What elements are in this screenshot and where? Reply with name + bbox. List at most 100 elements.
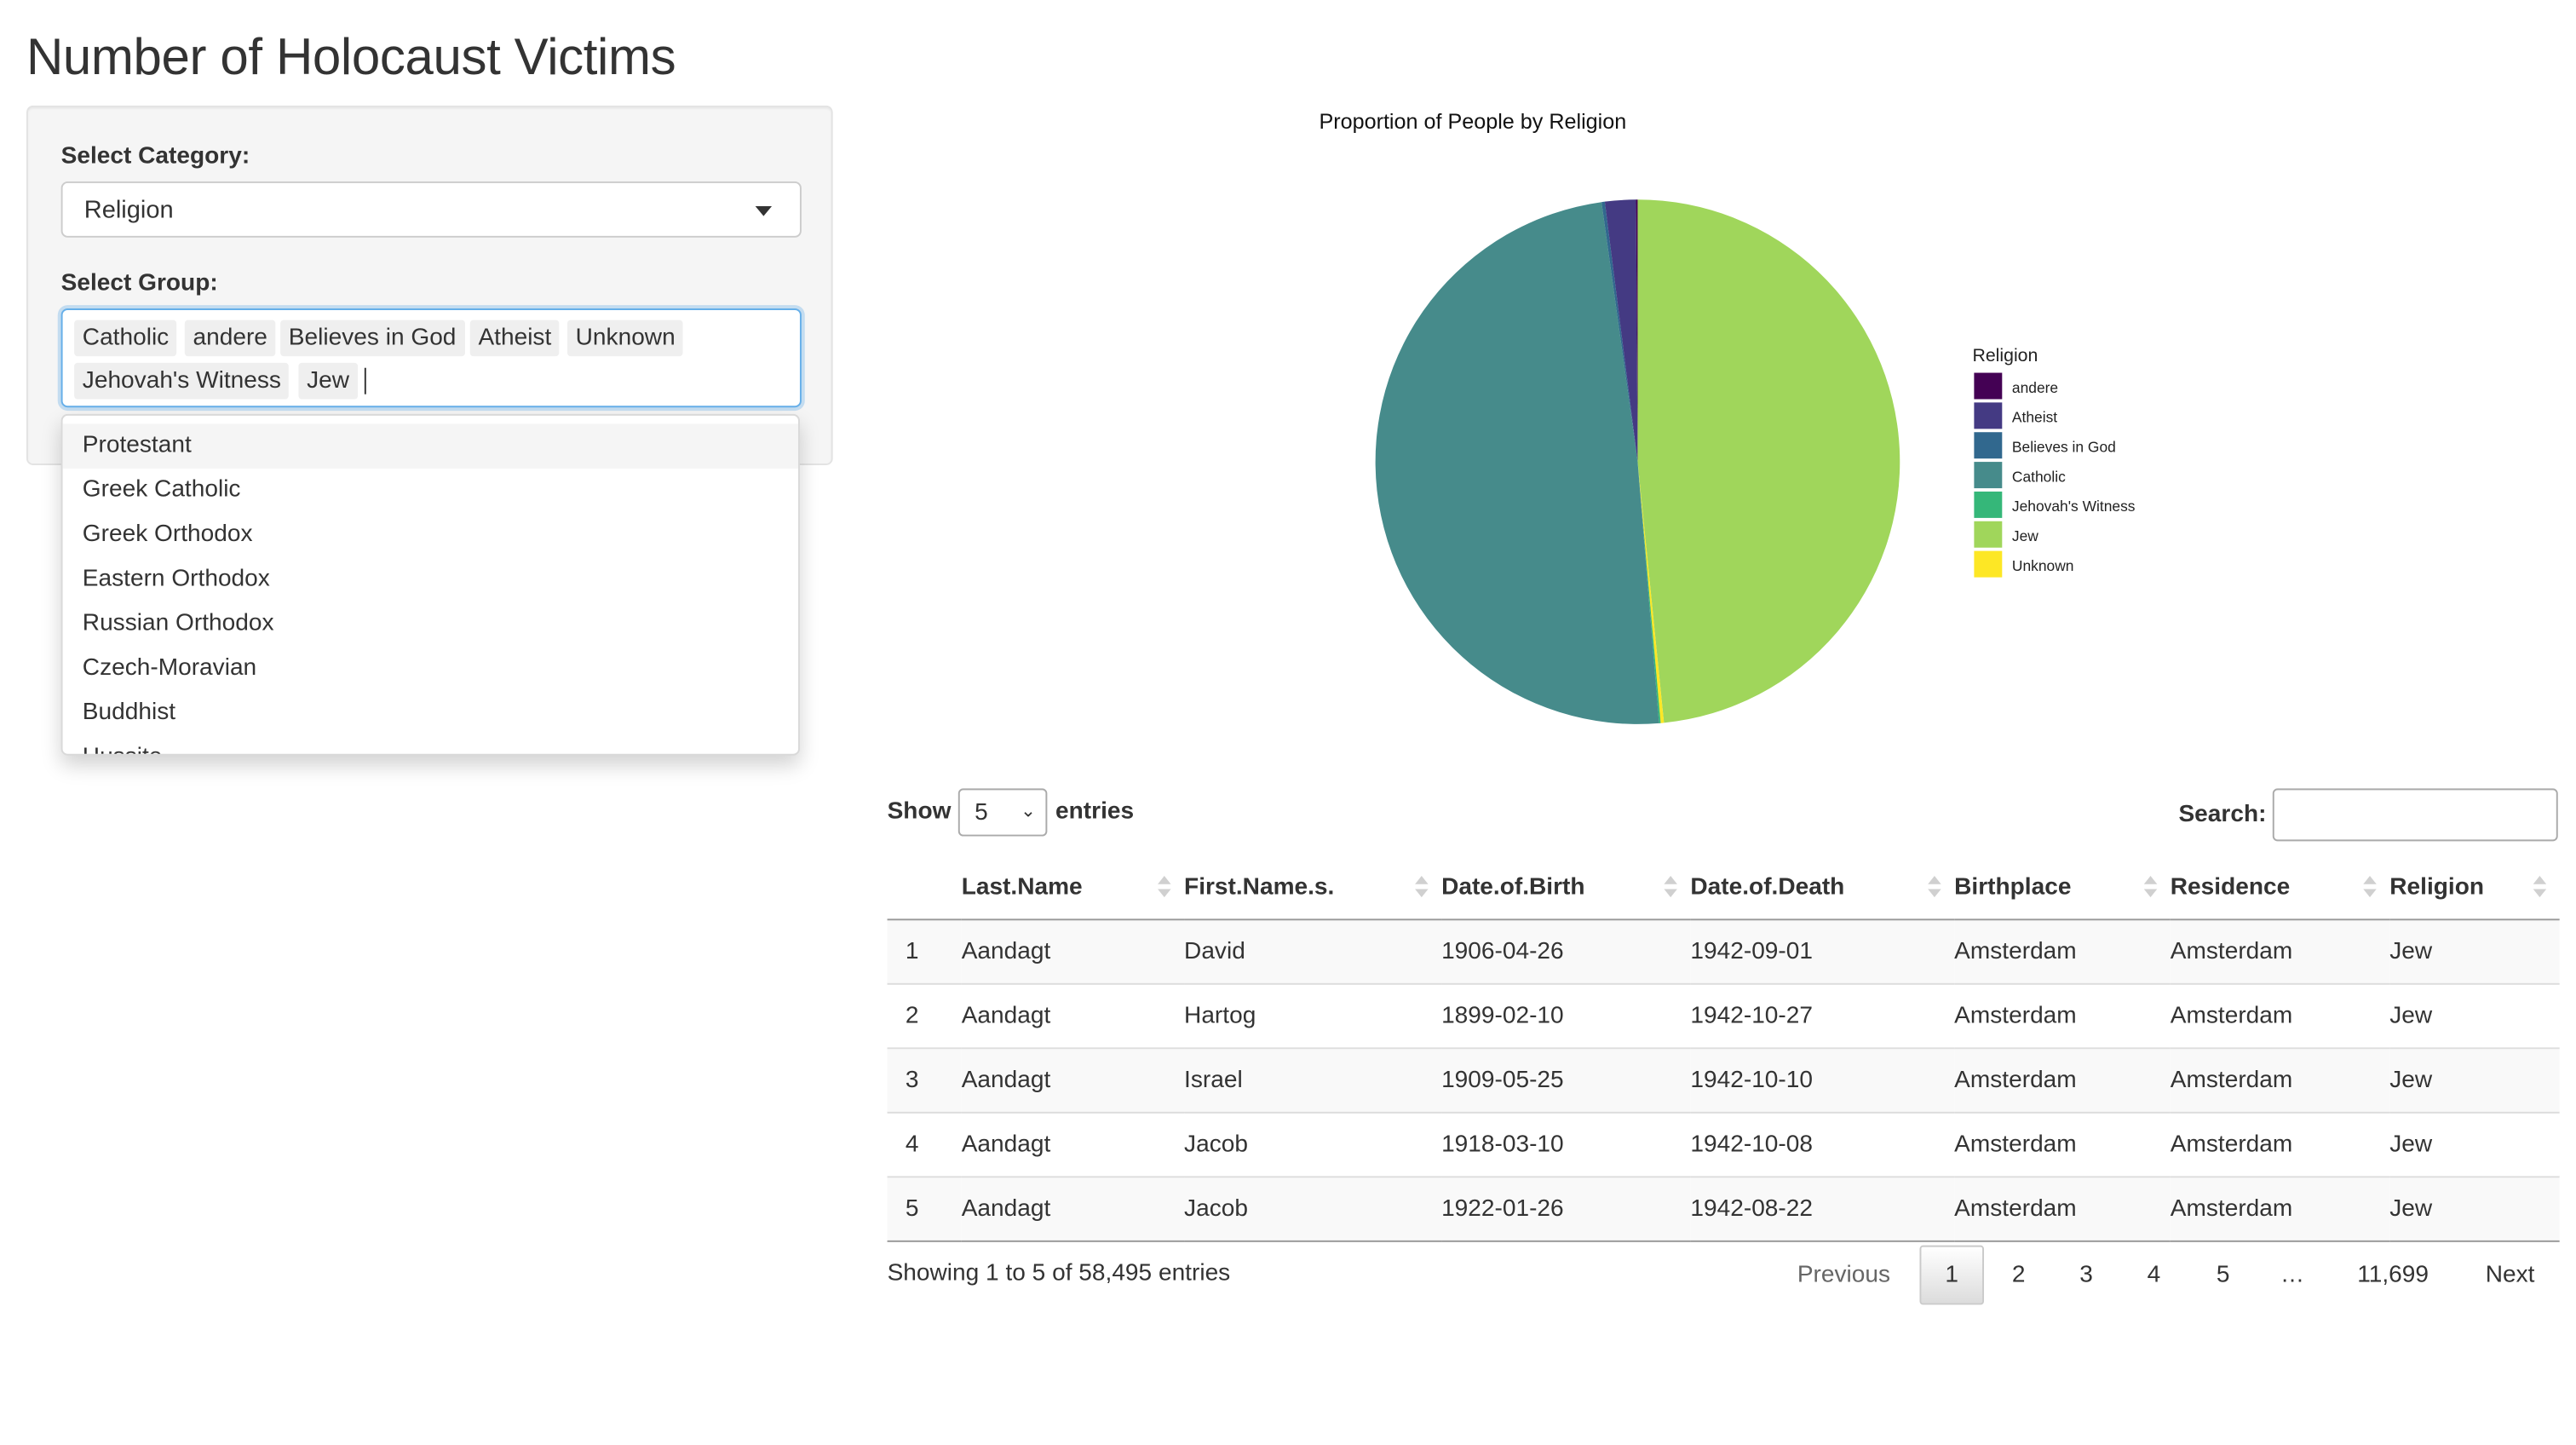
header-first-name[interactable]: First.Name.s. [1184, 854, 1442, 921]
dropdown-option[interactable]: Czech-Moravian [82, 654, 257, 682]
cell-date-of-death: 1942-10-10 [1690, 1047, 1955, 1113]
group-chip[interactable]: Atheist [469, 320, 560, 357]
page-button-1[interactable]: 1 [1919, 1245, 1985, 1305]
chevron-down-icon: ⌄ [1020, 801, 1036, 822]
next-button[interactable]: Next [2485, 1262, 2535, 1289]
cell-birthplace: Amsterdam [1954, 982, 2171, 1049]
cell-birthplace: Amsterdam [1954, 1047, 2171, 1113]
cell-index: 1 [887, 918, 962, 984]
cell-birthplace: Amsterdam [1954, 1111, 2171, 1177]
cell-date-of-death: 1942-10-27 [1690, 982, 1955, 1049]
table-row[interactable]: 2 Aandagt Hartog 1899-02-10 1942-10-27 A… [887, 982, 2560, 1049]
cell-last-name: Aandagt [961, 1047, 1185, 1113]
header-label: Date.of.Death [1690, 873, 1845, 901]
category-select[interactable]: Religion [60, 181, 802, 238]
table-row[interactable]: 4 Aandagt Jacob 1918-03-10 1942-10-08 Am… [887, 1111, 2560, 1177]
group-multiselect[interactable]: Catholic andere Believes in God Atheist … [60, 308, 802, 408]
header-label: Religion [2389, 873, 2485, 901]
pie-slice-jew [1637, 199, 1900, 723]
previous-button[interactable]: Previous [1797, 1262, 1891, 1289]
group-label: Select Group: [60, 270, 218, 297]
dropdown-option[interactable]: Eastern Orthodox [82, 566, 270, 593]
group-chip[interactable]: Jew [298, 362, 358, 400]
entries-length-select[interactable]: 5 ⌄ [957, 788, 1048, 837]
dropdown-option[interactable]: Russian Orthodox [82, 610, 274, 637]
search-input[interactable] [2272, 788, 2558, 842]
show-label: Show [887, 798, 952, 825]
cell-date-of-death: 1942-08-22 [1690, 1176, 1955, 1242]
cell-first-name: David [1184, 918, 1442, 984]
sidebar-panel: Select Category: Religion Select Group: … [26, 105, 833, 465]
table-info: Showing 1 to 5 of 58,495 entries [887, 1260, 1231, 1287]
legend-swatch [1974, 402, 2003, 429]
category-label: Select Category: [60, 143, 250, 170]
entries-label: entries [1055, 798, 1135, 825]
header-label: Birthplace [1954, 873, 2072, 901]
header-last-name[interactable]: Last.Name [961, 854, 1185, 921]
dropdown-option[interactable]: Protestant [62, 423, 799, 469]
legend-label: Atheist [2012, 409, 2057, 426]
pie-chart-svg: Proportion of People by Religion Religio… [1319, 110, 2136, 724]
cell-index: 5 [887, 1176, 962, 1242]
pie-slice-catholic [1375, 202, 1659, 724]
legend-swatch [1974, 432, 2003, 459]
chart-title: Proportion of People by Religion [1319, 110, 1626, 134]
cell-residence: Amsterdam [2170, 1047, 2390, 1113]
header-label: Date.of.Birth [1441, 873, 1585, 901]
cell-birthplace: Amsterdam [1954, 918, 2171, 984]
header-date-of-death[interactable]: Date.of.Death [1690, 854, 1955, 921]
cell-residence: Amsterdam [2170, 1176, 2390, 1242]
sort-icon [1928, 874, 1941, 901]
cell-religion: Jew [2389, 1111, 2560, 1177]
header-birthplace[interactable]: Birthplace [1954, 854, 2171, 921]
category-select-value: Religion [83, 196, 174, 225]
dropdown-option[interactable]: Greek Orthodox [82, 521, 253, 548]
cell-last-name: Aandagt [961, 982, 1185, 1049]
page-title: Number of Holocaust Victims [26, 27, 676, 86]
header-date-of-birth[interactable]: Date.of.Birth [1441, 854, 1691, 921]
cell-index: 3 [887, 1047, 962, 1113]
table-row[interactable]: 1 Aandagt David 1906-04-26 1942-09-01 Am… [887, 918, 2560, 984]
cell-residence: Amsterdam [2170, 982, 2390, 1049]
page-button-5[interactable]: 5 [2216, 1262, 2230, 1289]
legend-label: Jehovah's Witness [2012, 498, 2136, 515]
sort-icon [2143, 874, 2158, 901]
group-chip[interactable]: Unknown [566, 320, 684, 357]
legend-label: Unknown [2012, 557, 2074, 574]
cell-date-of-birth: 1909-05-25 [1441, 1047, 1691, 1113]
cell-index: 2 [887, 982, 962, 1049]
dropdown-option[interactable]: Greek Catholic [82, 476, 241, 504]
page-button-last[interactable]: 11,699 [2357, 1262, 2429, 1289]
page-button-4[interactable]: 4 [2147, 1262, 2161, 1289]
dropdown-option[interactable]: Hussite [63, 735, 798, 754]
sort-icon [2363, 874, 2377, 901]
legend-label: Catholic [2012, 468, 2066, 485]
group-chip[interactable]: andere [184, 320, 276, 357]
sort-icon [1415, 874, 1429, 901]
cell-date-of-birth: 1906-04-26 [1441, 918, 1691, 984]
cell-first-name: Jacob [1184, 1111, 1442, 1177]
cell-first-name: Jacob [1184, 1176, 1442, 1242]
cell-date-of-birth: 1899-02-10 [1441, 982, 1691, 1049]
table-row[interactable]: 3 Aandagt Israel 1909-05-25 1942-10-10 A… [887, 1047, 2560, 1113]
header-residence[interactable]: Residence [2170, 854, 2390, 921]
cell-religion: Jew [2389, 1047, 2560, 1113]
header-label: First.Name.s. [1184, 873, 1335, 901]
caret-down-icon [755, 206, 773, 216]
legend-title: Religion [1972, 345, 2038, 366]
header-religion[interactable]: Religion [2389, 854, 2560, 921]
pie-slice-believes-in-god [1601, 201, 1638, 463]
group-chip[interactable]: Catholic [74, 320, 177, 357]
table-header-row: Last.Name First.Name.s. Date.of.Birth Da… [887, 854, 2560, 921]
page-button-3[interactable]: 3 [2079, 1262, 2093, 1289]
group-chip[interactable]: Jehovah's Witness [74, 362, 290, 400]
sort-icon [1158, 874, 1171, 901]
cell-date-of-birth: 1922-01-26 [1441, 1176, 1691, 1242]
dropdown-option[interactable]: Buddhist [82, 699, 176, 726]
data-table: Last.Name First.Name.s. Date.of.Birth Da… [887, 854, 2560, 1242]
group-dropdown-menu[interactable]: Protestant Greek Catholic Greek Orthodox… [60, 413, 800, 756]
group-chip[interactable]: Believes in God [280, 320, 465, 357]
page-button-2[interactable]: 2 [2011, 1262, 2026, 1289]
header-label: Last.Name [961, 873, 1083, 901]
table-row[interactable]: 5 Aandagt Jacob 1922-01-26 1942-08-22 Am… [887, 1176, 2560, 1242]
